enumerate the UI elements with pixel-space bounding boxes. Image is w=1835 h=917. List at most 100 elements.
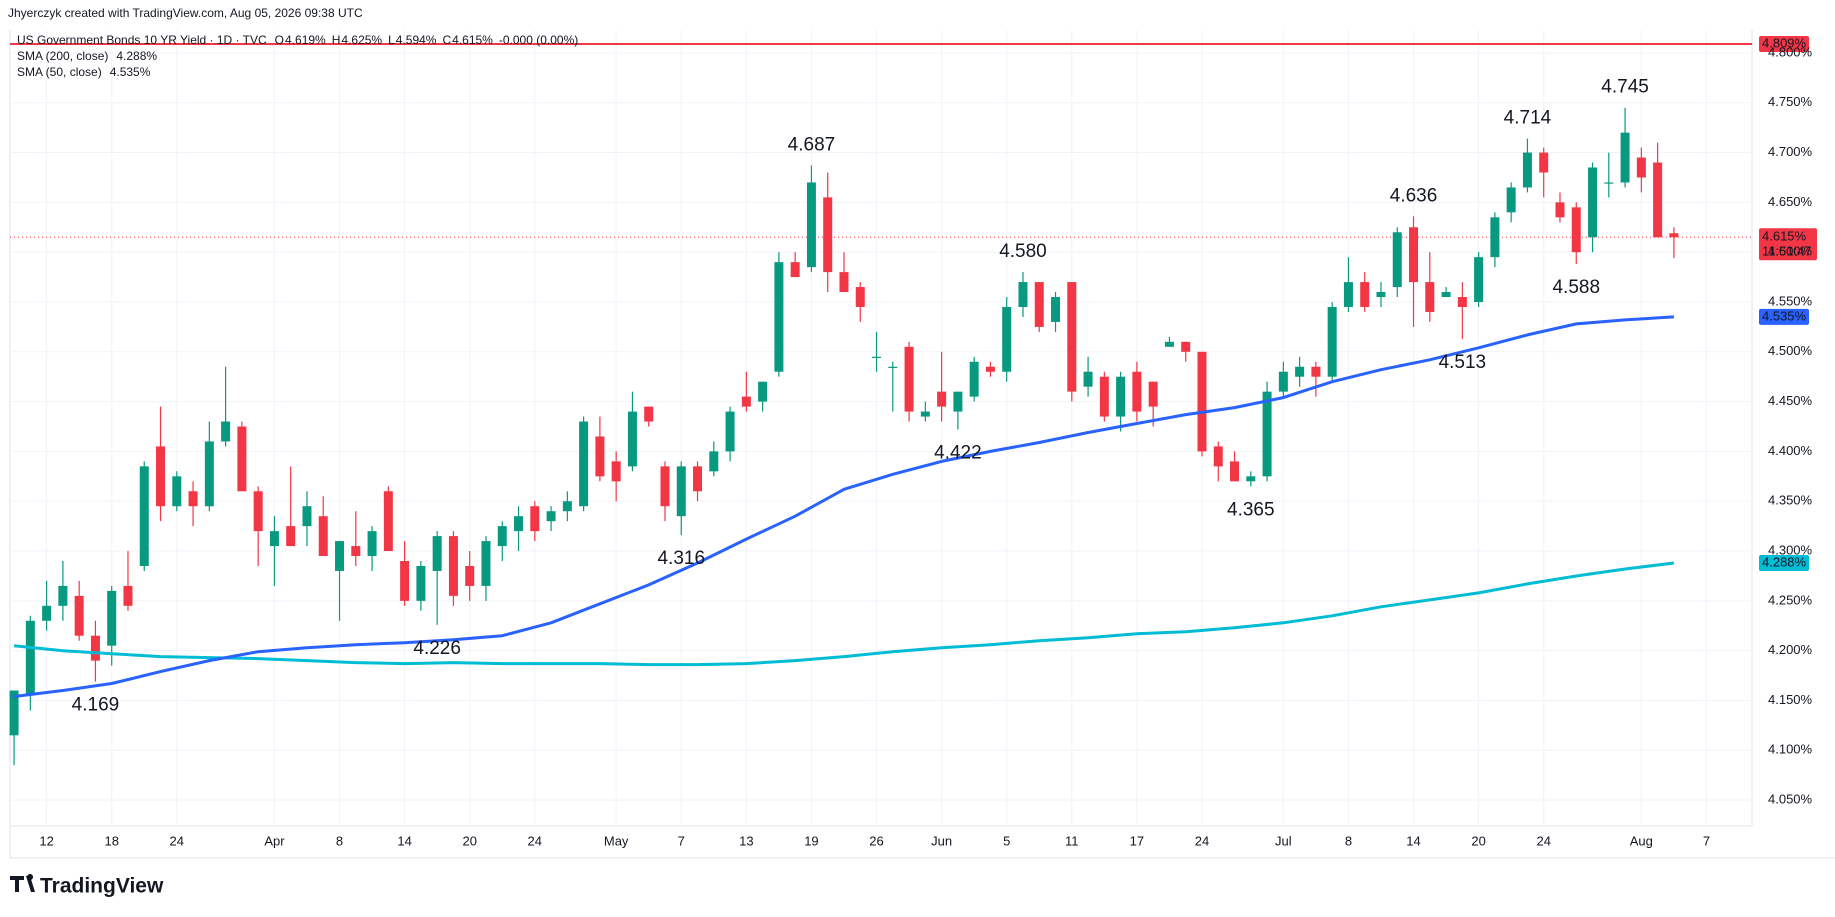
candle-body (1181, 341, 1191, 352)
legend-name: SMA (200, close) (17, 49, 108, 63)
candle-body (1018, 282, 1028, 307)
candle-body (693, 466, 703, 492)
candle-body (611, 461, 621, 482)
candle-body (709, 451, 719, 472)
candle-body (1067, 282, 1077, 392)
candle-body (318, 516, 328, 557)
brand-logo: TradingView (10, 874, 164, 898)
candle-body (774, 262, 784, 372)
candle-body (237, 426, 247, 492)
y-tick-label: 4.550% (1768, 293, 1813, 308)
candle-body (367, 531, 377, 557)
y-tick-label: 4.300% (1768, 542, 1813, 557)
axis-tag (1759, 308, 1809, 325)
ohlc-value: 4.625% (341, 33, 382, 47)
candle-body (1392, 232, 1402, 288)
candle-body (351, 546, 361, 557)
candle-body (1002, 306, 1012, 372)
candle-body (465, 565, 475, 586)
ohlc-value: 4.594% (396, 33, 437, 47)
annotation: 4.636 (1390, 185, 1438, 206)
candle-body (1636, 157, 1646, 178)
candle-body (1409, 227, 1419, 283)
candle-body (790, 262, 800, 278)
x-tick-label: 5 (1003, 833, 1010, 848)
axis-tag (1759, 555, 1809, 571)
x-tick-label: 24 (528, 833, 542, 848)
candle-body (1490, 217, 1500, 258)
candle-body (107, 590, 117, 646)
y-tick-label: 4.050% (1768, 792, 1813, 807)
annotation: 4.365 (1227, 499, 1275, 520)
y-tick-label: 4.100% (1768, 742, 1813, 757)
marks (9, 42, 1752, 766)
annotation: 4.169 (72, 695, 120, 716)
candle-body (904, 346, 914, 412)
candle-body (42, 605, 52, 621)
y-tick-label: 4.800% (1768, 44, 1813, 59)
candle-body (432, 536, 442, 571)
candle-body (985, 366, 995, 372)
x-tick-label: 7 (678, 833, 685, 848)
candle-body (1506, 187, 1516, 213)
candle-body (1164, 341, 1174, 347)
x-tick-label: May (604, 833, 629, 848)
x-tick-label: 13 (739, 833, 753, 848)
candle-body (1327, 306, 1337, 377)
candle-body (1620, 132, 1630, 183)
candle-body (1539, 152, 1549, 173)
candle-body (1571, 207, 1581, 253)
candle-body (1051, 297, 1061, 322)
candle-body (1425, 282, 1435, 312)
x-tick-label: Jul (1275, 833, 1292, 848)
candle-body (953, 391, 963, 412)
candle-body (1197, 351, 1207, 452)
symbol-title: US Government Bonds 10 YR Yield · 1D · T… (17, 33, 267, 47)
y-tick-label: 4.250% (1768, 592, 1813, 607)
candle-body (888, 366, 898, 368)
y-tick-label: 4.600% (1768, 244, 1813, 259)
candle-body (481, 541, 491, 586)
candle-body (1604, 182, 1614, 184)
candle-body (1295, 366, 1305, 377)
candle-body (1376, 292, 1386, 298)
axis-tag-label: 4.535% (1762, 308, 1807, 323)
candle-body (302, 506, 312, 527)
ohlc-key: H (332, 33, 341, 47)
candle-body (1588, 167, 1598, 238)
axis-tag-label: 4.809% (1762, 35, 1807, 50)
candle-body (1213, 446, 1223, 467)
annotation: 4.422 (934, 443, 982, 464)
x-tick-label: 14 (397, 833, 411, 848)
x-tick-label: 8 (1345, 833, 1352, 848)
x-tick-label: 24 (1195, 833, 1209, 848)
x-tick-label: Jun (931, 833, 952, 848)
candle-body (416, 565, 426, 601)
candle-body (1230, 461, 1240, 482)
candle-body (1262, 391, 1272, 477)
candle-body (286, 526, 296, 547)
candle-body (188, 491, 198, 507)
candle-body (839, 272, 849, 293)
candle-body (1457, 297, 1467, 307)
axis-tag-label: 4.288% (1762, 554, 1807, 569)
candle-body (1343, 282, 1353, 307)
candle-body (872, 356, 882, 358)
candle-body (1083, 371, 1093, 387)
candle-body (1246, 476, 1256, 482)
legend-value: 4.288% (116, 49, 157, 63)
annotation: 4.588 (1552, 277, 1600, 298)
change: -0.000 (0.00%) (499, 33, 578, 47)
x-tick-label: 17 (1130, 833, 1144, 848)
candle-body (204, 441, 214, 507)
attribution: Jhyerczyk created with TradingView.com, … (8, 6, 363, 20)
legend-value: 4.535% (110, 65, 151, 79)
candle-body (660, 466, 670, 507)
candle-body (335, 541, 345, 571)
x-tick-label: 12 (39, 833, 53, 848)
ohlc-key: O (275, 33, 284, 47)
candle-body (1669, 233, 1679, 238)
candle-body (920, 411, 930, 417)
x-tick-label: 20 (1471, 833, 1485, 848)
